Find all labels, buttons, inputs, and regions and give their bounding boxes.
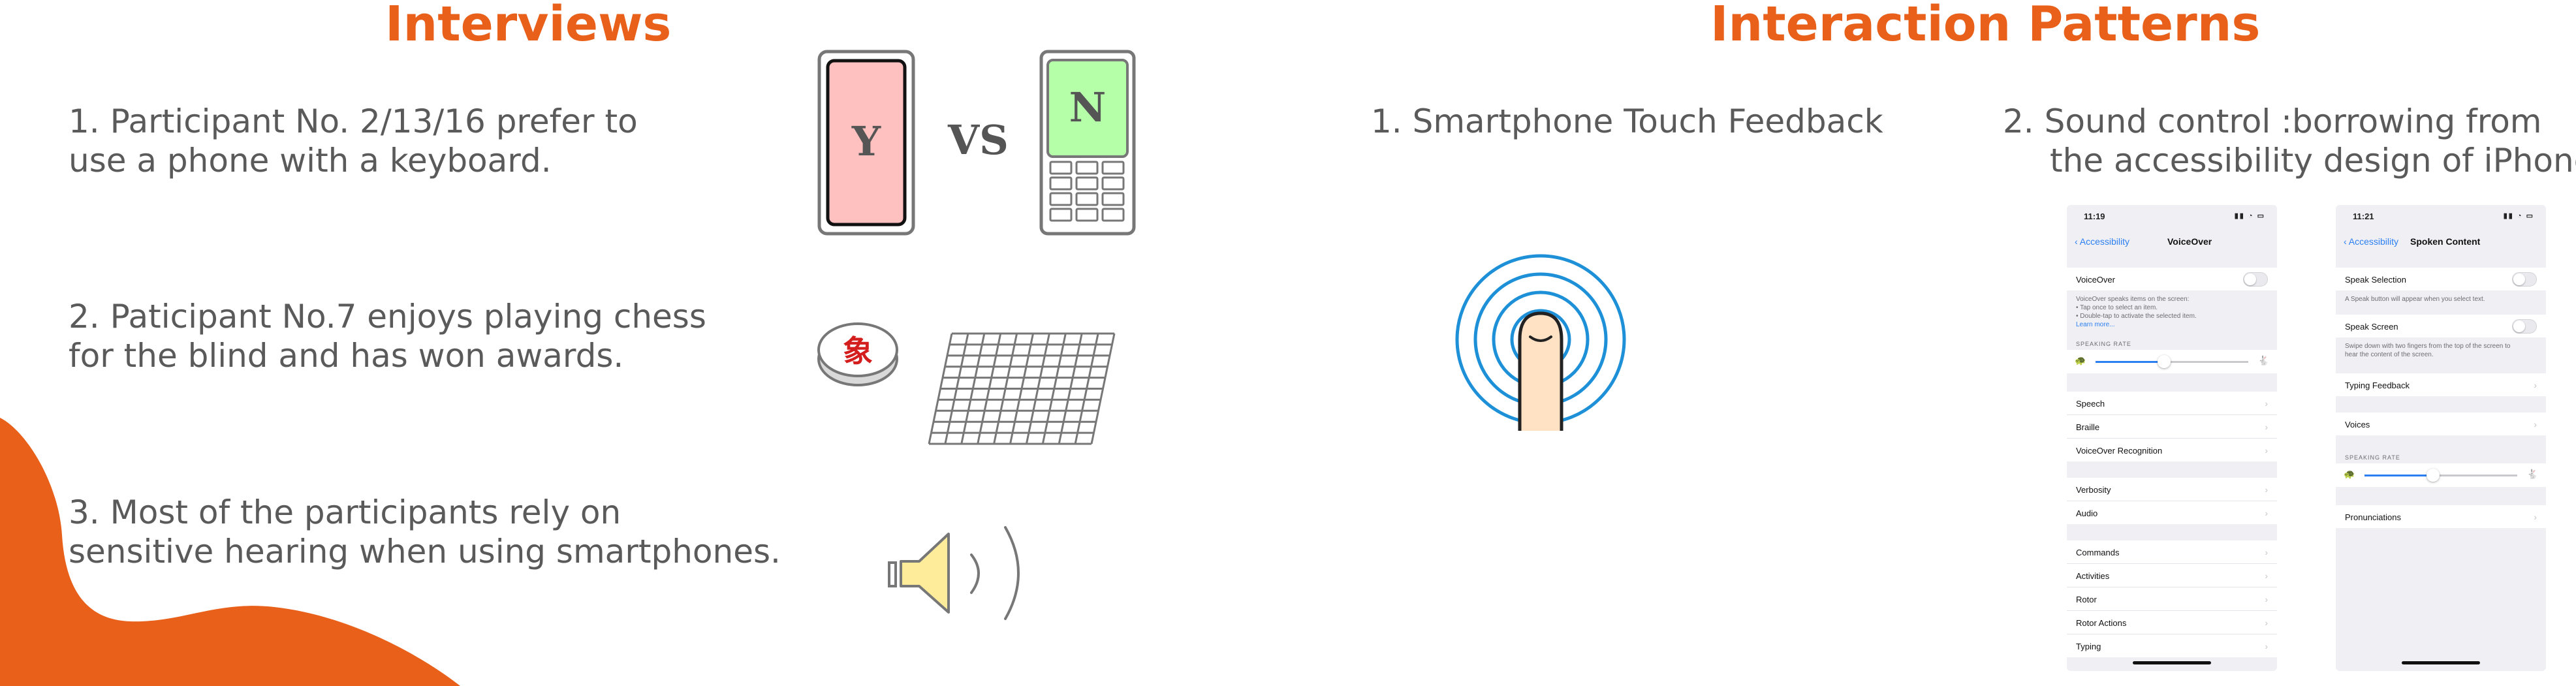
chevron-right-icon: › xyxy=(2265,484,2268,495)
turtle-icon: 🐢 xyxy=(2075,356,2086,366)
speak-screen-description: Swipe down with two fingers from the top… xyxy=(2345,343,2511,358)
pattern-point-1: 1. Smartphone Touch Feedback xyxy=(1371,102,1883,140)
interview-point-2: 2. Paticipant No.7 enjoys playing chess … xyxy=(69,298,706,375)
learn-more-link[interactable]: Learn more... xyxy=(2076,321,2115,328)
chevron-right-icon: › xyxy=(2265,398,2268,409)
verbosity-group: Verbosity › Audio › xyxy=(2067,478,2277,524)
speak-selection-row[interactable]: Speak Selection xyxy=(2336,268,2546,290)
interviews-heading: Interviews xyxy=(385,0,672,52)
vs-label: VS xyxy=(948,116,1009,164)
pattern-point-2: 2. Sound control :borrowing from the acc… xyxy=(2003,102,2576,179)
chevron-right-icon: › xyxy=(2265,641,2268,651)
back-button[interactable]: ‹ Accessibility xyxy=(2075,236,2130,247)
voices-row[interactable]: Voices › xyxy=(2345,419,2537,429)
speaker-sound-icon xyxy=(888,526,1020,620)
voiceover-settings-screenshot: 11:19 ▮▮ ◔ ▭ ‹ Accessibility VoiceOver V… xyxy=(2067,205,2277,671)
speak-selection-switch[interactable] xyxy=(2512,272,2537,287)
screen-title: Spoken Content xyxy=(2410,236,2481,247)
status-time: 11:21 xyxy=(2353,211,2374,221)
slider-fill xyxy=(2096,361,2165,363)
typing-row[interactable]: Typing › xyxy=(2076,641,2268,651)
pronunciations-group: Pronunciations › xyxy=(2336,505,2546,528)
interview-point-3: 3. Most of the participants rely on sens… xyxy=(69,493,781,570)
speak-screen-group: Speak Screen xyxy=(2336,315,2546,337)
speak-selection-description: A Speak button will appear when you sele… xyxy=(2345,296,2485,303)
rotor-row[interactable]: Rotor › xyxy=(2067,587,2277,611)
status-bar: 11:19 ▮▮ ◔ ▭ xyxy=(2067,205,2277,227)
chevron-left-icon: ‹ xyxy=(2075,236,2080,247)
verbosity-row[interactable]: Verbosity › xyxy=(2067,478,2277,501)
commands-row[interactable]: Commands › xyxy=(2067,540,2277,564)
voiceover-toggle-row[interactable]: VoiceOver xyxy=(2067,268,2277,290)
home-indicator[interactable] xyxy=(2402,661,2480,664)
voices-group: Voices › xyxy=(2336,413,2546,435)
speak-screen-switch[interactable] xyxy=(2512,319,2537,334)
speak-screen-row[interactable]: Speak Screen xyxy=(2336,315,2546,337)
chevron-right-icon: › xyxy=(2534,419,2537,429)
hare-icon: 🐇 xyxy=(2257,356,2269,366)
commands-group: Commands › Activities › Rotor › Rotor Actio… xyxy=(2067,540,2277,657)
signal-battery-icon: ▮▮ ◔ ▭ xyxy=(2503,212,2534,220)
touch-feedback-icon xyxy=(1455,254,1626,431)
voiceover-description: VoiceOver speaks items on the screen: • … xyxy=(2076,295,2268,329)
audio-row[interactable]: Audio › xyxy=(2076,508,2268,518)
chess-piece-character: 象 xyxy=(843,334,873,369)
slider-knob[interactable] xyxy=(2158,355,2171,368)
chevron-right-icon: › xyxy=(2534,380,2537,390)
chevron-left-icon: ‹ xyxy=(2344,236,2349,247)
spoken-content-settings-screenshot: 11:21 ▮▮ ◔ ▭ ‹ Accessibility Spoken Cont… xyxy=(2336,205,2546,671)
speech-settings-group: Speech › Braille › VoiceOver Recognition › xyxy=(2067,392,2277,461)
back-button[interactable]: ‹ Accessibility xyxy=(2344,236,2399,247)
touchscreen-phone-icon: Y xyxy=(817,50,915,236)
voiceover-toggle-group: VoiceOver xyxy=(2067,268,2277,290)
no-letter: N xyxy=(1069,84,1107,131)
pronunciations-row[interactable]: Pronunciations › xyxy=(2345,512,2537,522)
status-time: 11:19 xyxy=(2084,211,2105,221)
voiceover-switch[interactable] xyxy=(2243,272,2268,287)
chevron-right-icon: › xyxy=(2265,422,2268,432)
chevron-right-icon: › xyxy=(2534,512,2537,522)
navigation-bar: ‹ Accessibility VoiceOver xyxy=(2067,227,2277,256)
speaking-rate-header: SPEAKING RATE xyxy=(2076,341,2131,347)
hare-icon: 🐇 xyxy=(2526,469,2538,480)
chessboard-icon xyxy=(928,332,1116,445)
speech-row[interactable]: Speech › xyxy=(2067,392,2277,415)
turtle-icon: 🐢 xyxy=(2344,469,2355,480)
signal-battery-icon: ▮▮ ◔ ▭ xyxy=(2234,212,2265,220)
chess-piece-icon: 象 xyxy=(817,322,898,386)
speaking-rate-header: SPEAKING RATE xyxy=(2345,454,2400,461)
speaking-rate-slider[interactable]: 🐢 🐇 xyxy=(2067,350,2277,373)
speak-selection-group: Speak Selection xyxy=(2336,268,2546,290)
interaction-patterns-heading: Interaction Patterns xyxy=(1710,0,2261,52)
rotor-actions-row[interactable]: Rotor Actions › xyxy=(2067,611,2277,634)
chevron-right-icon: › xyxy=(2265,445,2268,456)
home-indicator[interactable] xyxy=(2133,661,2211,664)
slider-knob[interactable] xyxy=(2427,469,2440,482)
chevron-right-icon: › xyxy=(2265,547,2268,557)
braille-row[interactable]: Braille › xyxy=(2067,415,2277,439)
yes-letter: Y xyxy=(851,117,881,165)
slider-fill xyxy=(2364,475,2434,476)
chevron-right-icon: › xyxy=(2265,594,2268,604)
chevron-right-icon: › xyxy=(2265,508,2268,518)
navigation-bar: ‹ Accessibility Spoken Content xyxy=(2336,227,2546,256)
activities-row[interactable]: Activities › xyxy=(2067,564,2277,587)
status-bar: 11:21 ▮▮ ◔ ▭ xyxy=(2336,205,2546,227)
interview-point-1: 1. Participant No. 2/13/16 prefer to use… xyxy=(69,102,638,179)
voiceover-recognition-row[interactable]: VoiceOver Recognition › xyxy=(2076,445,2268,456)
screen-title: VoiceOver xyxy=(2167,236,2212,247)
typing-feedback-group: Typing Feedback › xyxy=(2336,373,2546,396)
orange-wave-decoration xyxy=(0,418,460,686)
keypad-phone-icon: N xyxy=(1039,50,1136,236)
typing-feedback-row[interactable]: Typing Feedback › xyxy=(2345,380,2537,390)
chevron-right-icon: › xyxy=(2265,570,2268,581)
chevron-right-icon: › xyxy=(2265,617,2268,628)
speaking-rate-slider[interactable]: 🐢 🐇 xyxy=(2336,463,2546,487)
